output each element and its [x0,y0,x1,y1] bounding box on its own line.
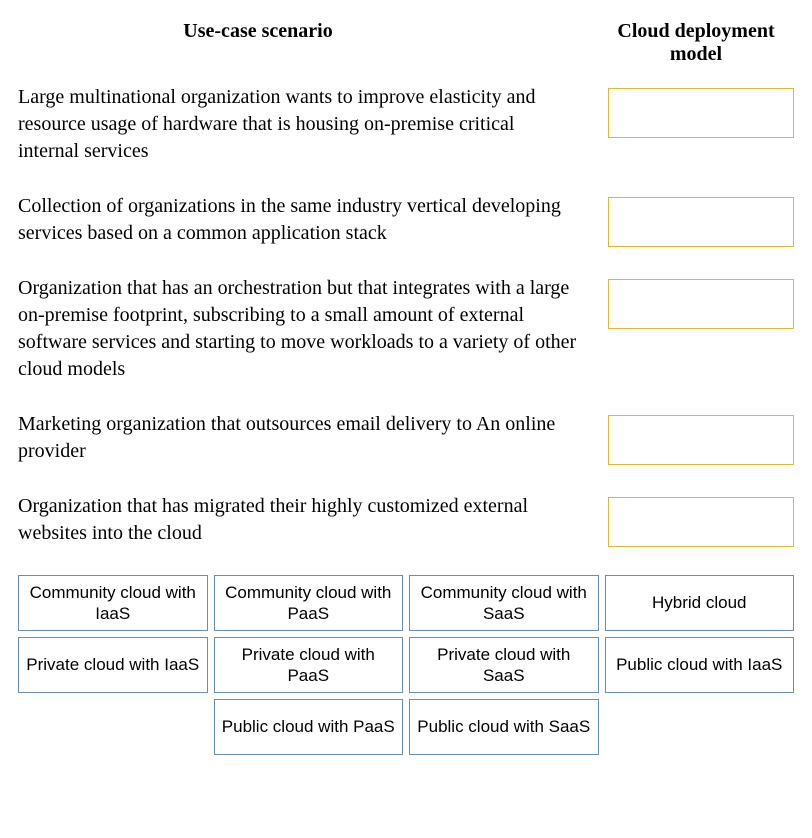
scenario-row: Collection of organizations in the same … [18,193,794,247]
deployment-dropzone[interactable] [608,415,794,465]
scenario-text: Collection of organizations in the same … [18,193,578,247]
scenario-rows: Large multinational organization wants t… [18,84,794,547]
header-row: Use-case scenario Cloud deployment model [18,20,794,66]
options-grid: Community cloud with IaaSCommunity cloud… [18,575,794,755]
header-deployment-model: Cloud deployment model [598,20,794,66]
scenario-row: Large multinational organization wants t… [18,84,794,165]
option-tile[interactable]: Public cloud with IaaS [605,637,795,693]
option-tile[interactable]: Hybrid cloud [605,575,795,631]
option-tile[interactable]: Private cloud with IaaS [18,637,208,693]
deployment-dropzone[interactable] [608,88,794,138]
option-tile[interactable]: Private cloud with PaaS [214,637,404,693]
empty-cell [605,699,795,755]
option-tile[interactable]: Public cloud with SaaS [409,699,599,755]
scenario-row: Organization that has migrated their hig… [18,493,794,547]
scenario-text: Organization that has an orchestration b… [18,275,578,383]
deployment-dropzone[interactable] [608,197,794,247]
option-tile[interactable]: Community cloud with PaaS [214,575,404,631]
option-tile[interactable]: Public cloud with PaaS [214,699,404,755]
header-use-case: Use-case scenario [18,20,578,66]
scenario-text: Marketing organization that outsources e… [18,411,578,465]
scenario-row: Organization that has an orchestration b… [18,275,794,383]
deployment-dropzone[interactable] [608,497,794,547]
scenario-text: Large multinational organization wants t… [18,84,578,165]
option-tile[interactable]: Community cloud with SaaS [409,575,599,631]
option-tile[interactable]: Private cloud with SaaS [409,637,599,693]
empty-cell [18,699,208,755]
scenario-row: Marketing organization that outsources e… [18,411,794,465]
scenario-text: Organization that has migrated their hig… [18,493,578,547]
option-tile[interactable]: Community cloud with IaaS [18,575,208,631]
deployment-dropzone[interactable] [608,279,794,329]
